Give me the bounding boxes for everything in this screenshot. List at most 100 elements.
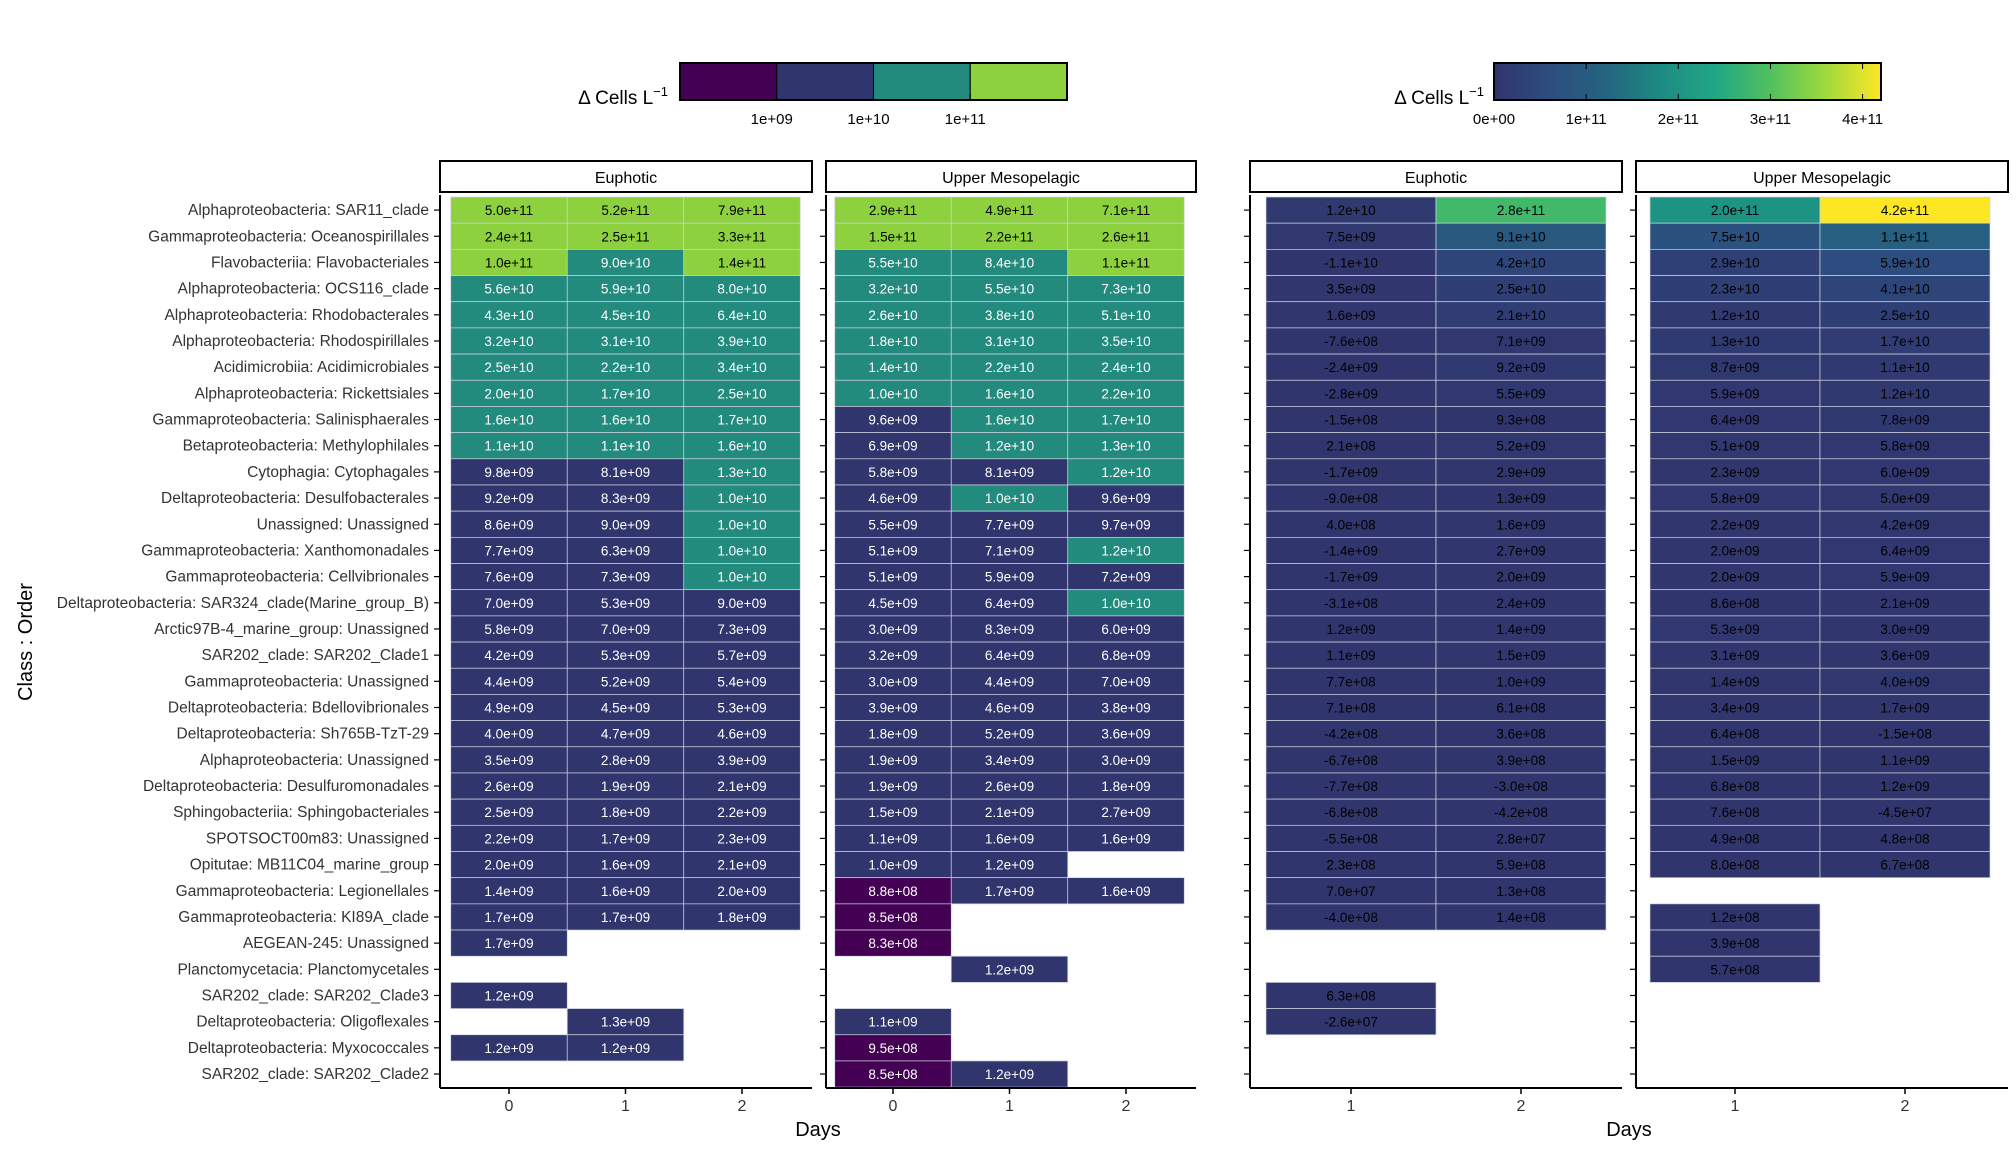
x-tick-label-b-mesopelagic-2: 2 [1901,1098,1910,1115]
cell-label: 1.7e+09 [601,910,650,925]
cell-label: 7.6e+08 [1710,805,1759,820]
cell-label: 8.4e+10 [985,255,1034,270]
heatmap-cell-b-mesopelagic-r5-c1 [1819,327,1991,355]
cell-label: 1.6e+09 [985,831,1034,846]
heatmap-cell-b-mesopelagic-r6-c0 [1649,353,1821,381]
heatmap-cell-b-euphotic-r20-c0 [1265,720,1437,748]
heatmap-cell-a-euphotic-r8-c2 [683,406,801,433]
cell-label: 2.6e+10 [868,308,917,323]
cell-label: 8.3e+09 [601,491,650,506]
cell-label: 5.1e+10 [1101,308,1150,323]
cell-label: 7.1e+09 [1496,334,1545,349]
heatmap-cell-a-euphotic-r4-c0 [450,301,568,329]
heatmap-cell-a-mesopelagic-r18-c0 [834,667,952,695]
heatmap-cell-b-euphotic-r15-c1 [1435,589,1607,617]
heatmap-cell-b-mesopelagic-r2-c1 [1819,249,1991,276]
heatmap-cell-a-euphotic-r25-c0 [450,851,568,879]
cell-label: 4.6e+09 [985,701,1034,716]
cell-label: 1.6e+09 [1496,517,1545,532]
heatmap-cell-a-euphotic-r13-c1 [566,536,685,564]
heatmap-cell-a-euphotic-r9-c0 [450,432,568,460]
heatmap-cell-a-mesopelagic-r4-c1 [950,301,1069,329]
cell-label: 4.0e+08 [1326,517,1375,532]
row-label-deltaproteobacteria-sar324-clade-marine-group-b: Deltaproteobacteria: SAR324_clade(Marine… [57,595,429,612]
heatmap-cell-a-mesopelagic-r6-c2 [1067,353,1185,381]
cell-label: 5.3e+09 [1710,622,1759,637]
cell-label: 2.1e+09 [717,779,766,794]
cell-label: 2.1e+08 [1326,439,1375,454]
heatmap-cell-a-euphotic-r27-c2 [683,903,801,931]
heatmap-cell-b-euphotic-r24-c1 [1435,824,1607,852]
heatmap-cell-a-euphotic-r24-c0 [450,824,568,852]
heatmap-cell-a-euphotic-r3-c1 [566,275,685,303]
heatmap-cell-b-mesopelagic-r14-c1 [1819,563,1991,591]
heatmap-cell-a-mesopelagic-r3-c0 [834,275,952,303]
cell-label: 5.1e+09 [868,570,917,585]
heatmap-cell-b-mesopelagic-r0-c1 [1819,196,1991,224]
cell-label: 1.0e+10 [717,543,766,558]
row-label-spotsoct00m83-unassigned: SPOTSOCT00m83: Unassigned [206,830,429,847]
cell-label: 2.4e+10 [1101,360,1150,375]
cell-label: 2.2e+09 [717,805,766,820]
cell-label: 1.8e+09 [868,727,917,742]
cell-label: 3.8e+10 [985,308,1034,323]
cell-label: 5.6e+10 [484,282,533,297]
heatmap-cell-b-euphotic-r7-c0 [1265,379,1437,407]
heatmap-cell-a-mesopelagic-r24-c0 [834,824,952,852]
cell-label: -3.0e+08 [1494,779,1548,794]
cell-label: 1.9e+09 [868,779,917,794]
legend-bin-1 [776,62,874,101]
cell-label: 3.6e+08 [1496,727,1545,742]
cell-label: 3.9e+09 [717,753,766,768]
heatmap-cell-a-euphotic-r3-c2 [683,275,801,303]
cell-label: 3.0e+09 [868,622,917,637]
heatmap-cell-a-euphotic-r11-c1 [566,484,685,512]
heatmap-cell-a-euphotic-r13-c0 [450,536,568,564]
row-label-sar202-clade-sar202-clade1: SAR202_clade: SAR202_Clade1 [202,647,430,664]
cell-label: 9.0e+09 [601,517,650,532]
row-label-deltaproteobacteria-desulfuromonadales: Deltaproteobacteria: Desulfuromonadales [143,778,429,795]
heatmap-cell-b-euphotic-r23-c0 [1265,798,1437,826]
row-label-acidimicrobiia-acidimicrobiales: Acidimicrobiia: Acidimicrobiales [214,359,430,376]
cell-label: 1.7e+09 [985,884,1034,899]
heatmap-cell-a-mesopelagic-r25-c0 [834,851,952,879]
heatmap-cell-a-euphotic-r25-c2 [683,851,801,879]
cell-label: 1.2e+09 [1326,622,1375,637]
cell-label: 2.9e+10 [1710,255,1759,270]
heatmap-cell-a-mesopelagic-r19-c2 [1067,694,1185,721]
cell-label: 1.2e+10 [1101,465,1150,480]
row-label-alphaproteobacteria-rickettsiales: Alphaproteobacteria: Rickettsiales [195,385,430,402]
heatmap-cell-a-euphotic-r7-c0 [450,379,568,407]
cell-label: 1.2e+09 [484,988,533,1003]
heatmap-cell-a-mesopelagic-r21-c1 [950,746,1069,774]
heatmap-cell-a-euphotic-r16-c1 [566,615,685,643]
cell-label: 1.0e+10 [985,491,1034,506]
heatmap-cell-b-mesopelagic-r8-c1 [1819,406,1991,433]
heatmap-cell-a-euphotic-r2-c2 [683,249,801,276]
cell-label: 8.0e+10 [717,282,766,297]
cell-label: 3.4e+09 [1710,701,1759,716]
heatmap-cell-b-euphotic-r12-c0 [1265,510,1437,538]
cell-label: 6.8e+09 [1101,648,1150,663]
heatmap-cell-a-euphotic-r17-c0 [450,641,568,669]
legend-bin-label-1e-11: 1e+11 [945,111,986,128]
heatmap-cell-b-mesopelagic-r11-c0 [1649,484,1821,512]
heatmap-cell-b-euphotic-r13-c0 [1265,536,1437,564]
heatmap-cell-a-mesopelagic-r4-c0 [834,301,952,329]
heatmap-cell-a-mesopelagic-r26-c1 [950,877,1069,905]
heatmap-cell-a-euphotic-r2-c1 [566,249,685,276]
cell-label: -1.5e+08 [1324,413,1378,428]
heatmap-cell-b-euphotic-r7-c1 [1435,379,1607,407]
heatmap-cell-a-euphotic-r25-c1 [566,851,685,879]
cell-label: 3.9e+09 [868,701,917,716]
heatmap-cell-b-mesopelagic-r18-c1 [1819,667,1991,695]
cell-label: 5.8e+09 [1880,439,1929,454]
row-label-alphaproteobacteria-rhodobacterales: Alphaproteobacteria: Rhodobacterales [164,307,429,324]
cell-label: 1.0e+10 [1101,596,1150,611]
cell-label: 2.5e+10 [484,360,533,375]
cell-label: 7.8e+09 [1880,413,1929,428]
cell-label: 2.8e+11 [1497,203,1545,218]
heatmap-cell-b-mesopelagic-r8-c0 [1649,406,1821,433]
legend-bin-label-1e-10: 1e+10 [847,111,889,128]
